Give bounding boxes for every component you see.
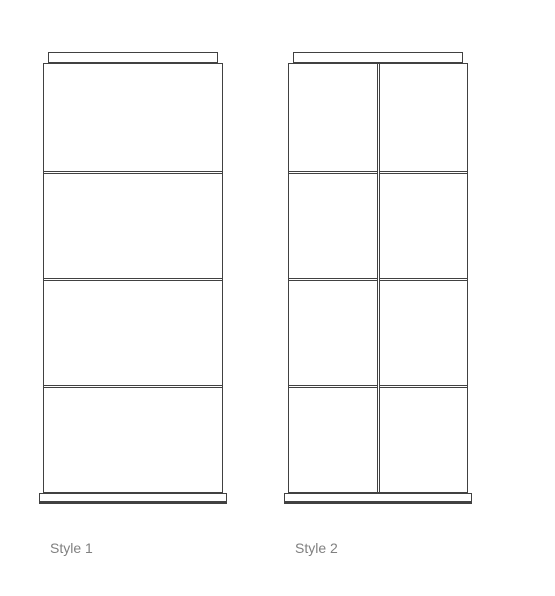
unit-style1: [43, 0, 243, 520]
shelf: [44, 278, 222, 281]
style-label-style1: Style 1: [50, 540, 93, 556]
plinth: [284, 493, 472, 504]
style-label-style2: Style 2: [295, 540, 338, 556]
shelf: [44, 385, 222, 388]
top-cap: [293, 52, 463, 63]
cabinet-body: [288, 63, 468, 493]
shelf: [44, 171, 222, 174]
diagram-canvas: Style 1 Style 2: [0, 0, 555, 596]
cabinet-body: [43, 63, 223, 493]
top-cap: [48, 52, 218, 63]
plinth: [39, 493, 227, 504]
unit-style2: [288, 0, 488, 520]
vertical-divider: [377, 64, 380, 492]
